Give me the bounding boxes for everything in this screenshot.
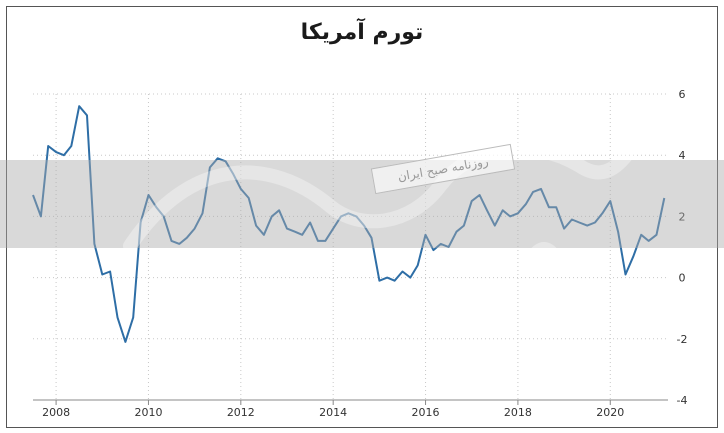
x-tick-label: 2020 bbox=[596, 406, 624, 419]
watermark-logo-icon bbox=[123, 109, 657, 260]
series-line bbox=[32, 105, 666, 343]
y-tick-label: 2 bbox=[679, 210, 686, 223]
y-tick-label: -2 bbox=[677, 333, 688, 346]
watermark-band bbox=[0, 160, 724, 248]
x-tick-label: 2014 bbox=[319, 406, 347, 419]
x-tick-label: 2018 bbox=[504, 406, 532, 419]
chart-title: تورم آمریکا bbox=[300, 20, 424, 45]
y-tick-label: -4 bbox=[677, 394, 688, 407]
y-tick-label: 4 bbox=[679, 149, 686, 162]
x-tick-label: 2016 bbox=[412, 406, 440, 419]
y-tick-label: 6 bbox=[679, 88, 686, 101]
y-tick-label: 0 bbox=[679, 272, 686, 285]
x-tick-label: 2010 bbox=[134, 406, 162, 419]
x-tick-label: 2012 bbox=[227, 406, 255, 419]
x-tick-label: 2008 bbox=[42, 406, 70, 419]
